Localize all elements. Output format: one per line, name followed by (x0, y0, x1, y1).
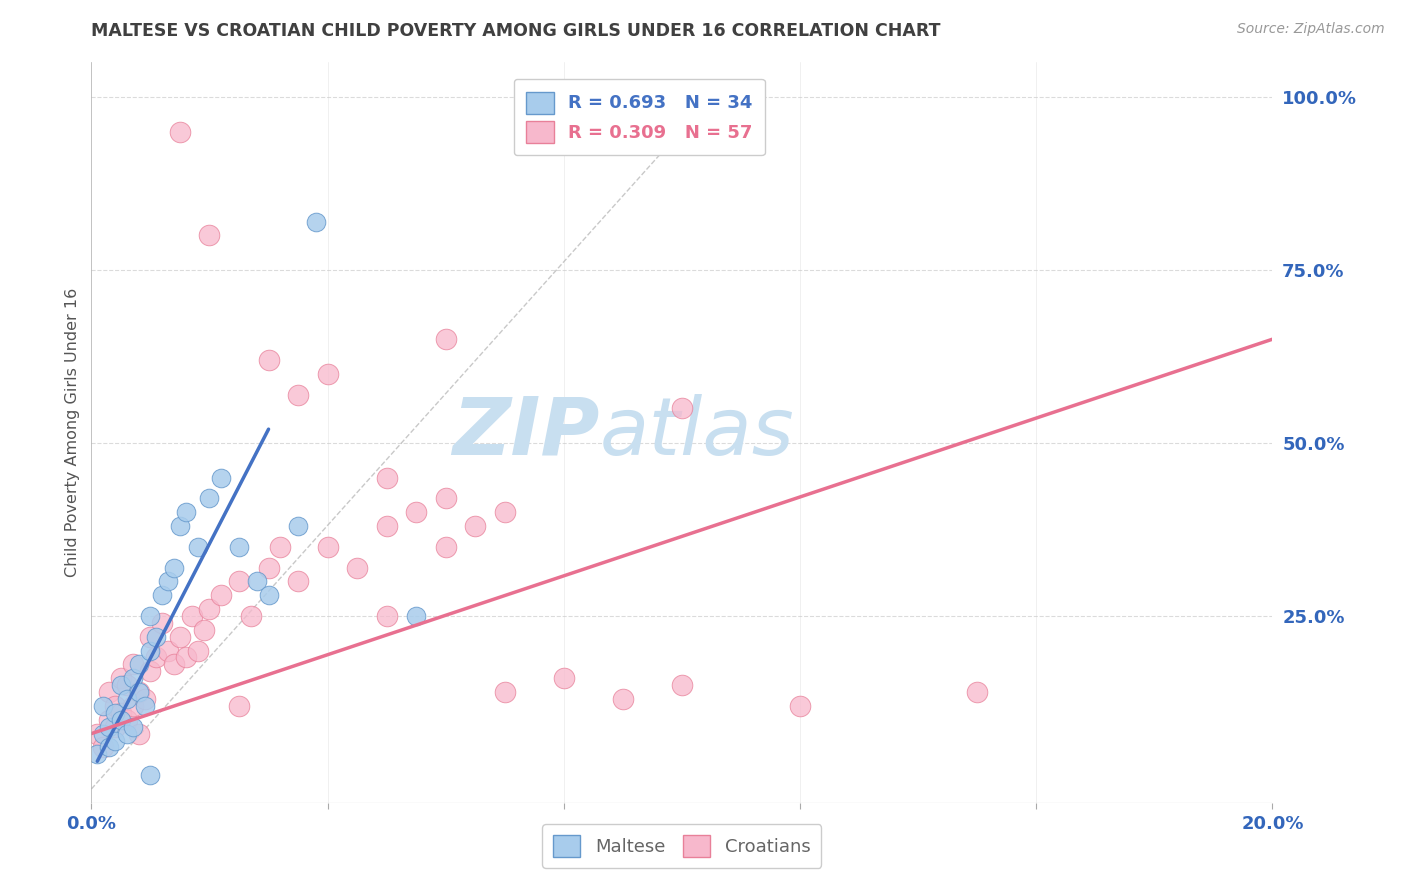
Legend: Maltese, Croatians: Maltese, Croatians (543, 824, 821, 868)
Text: Source: ZipAtlas.com: Source: ZipAtlas.com (1237, 22, 1385, 37)
Point (174, 505, 197, 519)
Point (174, 650, 197, 665)
Point (246, 574, 269, 589)
Point (209, 470, 232, 484)
Point (671, 401, 693, 416)
Point (121, 671, 143, 685)
Point (257, 560, 280, 574)
Point (115, 692, 138, 706)
Point (187, 643, 209, 657)
Point (316, 367, 339, 381)
Point (375, 470, 398, 484)
Point (145, 650, 167, 665)
Point (209, 588, 232, 602)
Point (115, 678, 138, 692)
Point (115, 713, 138, 727)
Point (966, 685, 988, 699)
Point (86, 726, 108, 740)
Point (494, 505, 516, 519)
Point (150, 588, 173, 602)
Point (110, 706, 132, 720)
Point (139, 630, 162, 644)
Point (169, 125, 191, 139)
Point (305, 214, 328, 228)
Point (239, 609, 262, 624)
Point (121, 698, 143, 713)
Point (139, 643, 162, 657)
Point (789, 698, 811, 713)
Point (128, 685, 150, 699)
Point (269, 540, 291, 554)
Point (110, 671, 132, 685)
Point (145, 630, 167, 644)
Point (228, 540, 250, 554)
Point (198, 602, 221, 616)
Point (121, 720, 143, 734)
Point (228, 698, 250, 713)
Point (494, 685, 516, 699)
Point (405, 505, 427, 519)
Point (434, 491, 457, 506)
Point (187, 540, 209, 554)
Point (157, 643, 180, 657)
Point (104, 698, 127, 713)
Point (110, 713, 132, 727)
Point (169, 519, 191, 533)
Point (287, 574, 309, 589)
Point (128, 657, 150, 672)
Point (257, 588, 280, 602)
Point (134, 698, 156, 713)
Point (104, 706, 127, 720)
Point (91, 740, 114, 755)
Point (104, 733, 127, 747)
Point (163, 560, 186, 574)
Point (98, 713, 121, 727)
Point (434, 332, 457, 346)
Point (98, 685, 121, 699)
Point (287, 519, 309, 533)
Point (405, 609, 427, 624)
Point (671, 678, 693, 692)
Text: ZIP: ZIP (451, 393, 599, 472)
Point (139, 609, 162, 624)
Point (139, 768, 162, 782)
Text: MALTESE VS CROATIAN CHILD POVERTY AMONG GIRLS UNDER 16 CORRELATION CHART: MALTESE VS CROATIAN CHILD POVERTY AMONG … (91, 22, 941, 40)
Point (115, 726, 138, 740)
Point (228, 574, 250, 589)
Point (375, 609, 398, 624)
Point (553, 671, 575, 685)
Point (134, 692, 156, 706)
Point (346, 560, 368, 574)
Y-axis label: Child Poverty Among Girls Under 16: Child Poverty Among Girls Under 16 (65, 288, 80, 577)
Point (128, 685, 150, 699)
Point (157, 574, 180, 589)
Point (316, 540, 339, 554)
Point (198, 228, 221, 243)
Point (91, 698, 114, 713)
Point (287, 387, 309, 401)
Point (612, 692, 634, 706)
Point (91, 726, 114, 740)
Point (163, 657, 186, 672)
Point (198, 491, 221, 506)
Point (104, 720, 127, 734)
Text: atlas: atlas (599, 393, 794, 472)
Point (139, 665, 162, 679)
Point (128, 726, 150, 740)
Point (86, 747, 108, 762)
Point (193, 623, 215, 637)
Point (434, 540, 457, 554)
Point (110, 678, 132, 692)
Point (375, 519, 398, 533)
Point (180, 609, 202, 624)
Point (169, 630, 191, 644)
Point (257, 353, 280, 368)
Point (150, 615, 173, 630)
Point (464, 519, 486, 533)
Point (98, 720, 121, 734)
Point (121, 657, 143, 672)
Point (98, 740, 121, 755)
